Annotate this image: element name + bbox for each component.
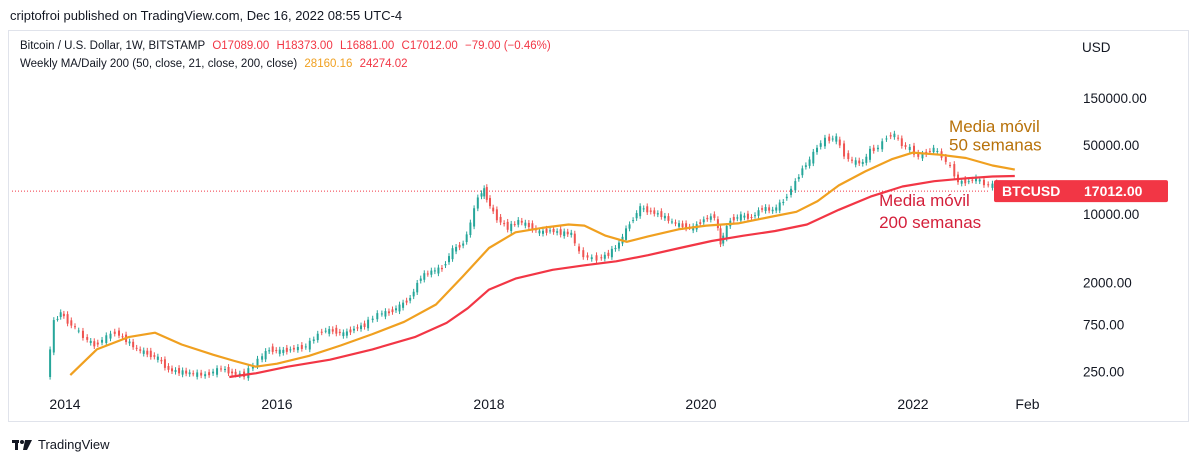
footer-brand: TradingView [12,437,110,452]
close-value: C17012.00 [401,40,458,52]
change-value: −79.00 (−0.46%) [465,40,551,52]
open-value: O17089.00 [212,40,270,52]
low-value: L16881.00 [339,40,395,52]
footer-brand-label: TradingView [38,437,110,452]
ma50-value: 28160.16 [304,58,353,70]
publish-line: criptofroi published on TradingView.com,… [10,8,403,23]
ma200-value: 24274.02 [359,58,408,70]
tradingview-logo-icon [12,439,32,450]
legend-row-symbol: Bitcoin / U.S. Dollar, 1W, BITSTAMP O170… [20,40,555,52]
chart-frame [8,30,1189,422]
high-value: H18373.00 [276,40,333,52]
indicator-label: Weekly MA/Daily 200 (50, close, 21, clos… [20,58,298,70]
legend-row-indicator: Weekly MA/Daily 200 (50, close, 21, clos… [20,58,412,70]
symbol-label: Bitcoin / U.S. Dollar, 1W, BITSTAMP [20,40,206,52]
